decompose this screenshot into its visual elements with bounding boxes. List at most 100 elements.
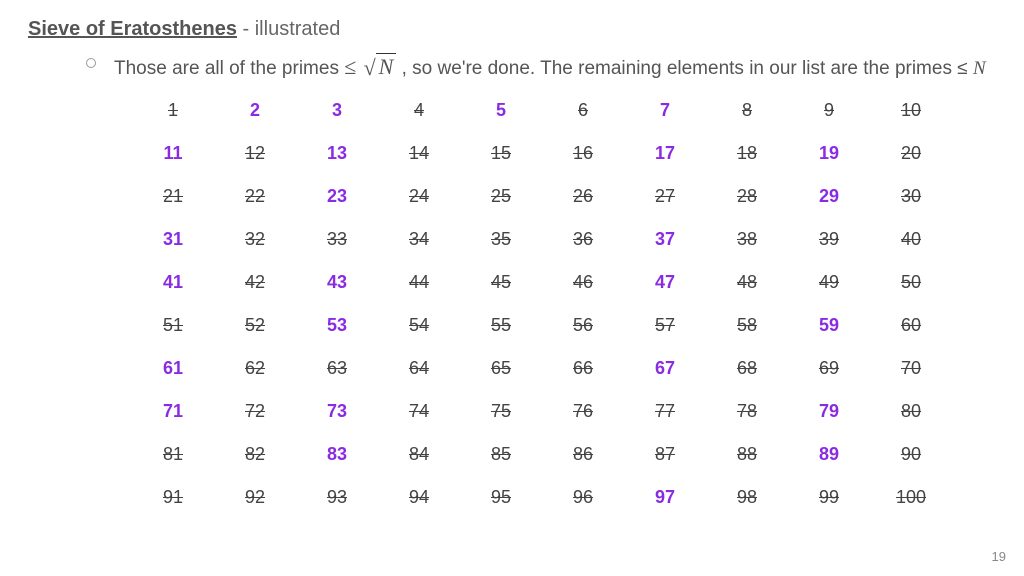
struck-cell: 69 [788, 347, 870, 390]
prime-cell: 37 [624, 218, 706, 261]
number-grid: 1234567891011121314151617181920212223242… [132, 89, 952, 519]
struck-cell: 51 [132, 304, 214, 347]
prime-cell: 23 [296, 175, 378, 218]
prime-cell: 61 [132, 347, 214, 390]
struck-cell: 38 [706, 218, 788, 261]
table-row: 31323334353637383940 [132, 218, 952, 261]
struck-cell: 10 [870, 89, 952, 132]
struck-cell: 16 [542, 132, 624, 175]
struck-cell: 54 [378, 304, 460, 347]
prime-cell: 43 [296, 261, 378, 304]
struck-cell: 28 [706, 175, 788, 218]
struck-cell: 8 [706, 89, 788, 132]
prime-cell: 5 [460, 89, 542, 132]
struck-cell: 14 [378, 132, 460, 175]
struck-cell: 88 [706, 433, 788, 476]
struck-cell: 40 [870, 218, 952, 261]
slide-title: Sieve of Eratosthenes - illustrated [28, 18, 996, 41]
struck-cell: 85 [460, 433, 542, 476]
sqrt-n: N [362, 51, 397, 83]
table-row: 51525354555657585960 [132, 304, 952, 347]
prime-cell: 89 [788, 433, 870, 476]
struck-cell: 56 [542, 304, 624, 347]
table-row: 71727374757677787980 [132, 390, 952, 433]
struck-cell: 33 [296, 218, 378, 261]
struck-cell: 91 [132, 476, 214, 519]
table-row: 61626364656667686970 [132, 347, 952, 390]
struck-cell: 46 [542, 261, 624, 304]
struck-cell: 80 [870, 390, 952, 433]
leq-symbol: ≤ [344, 54, 356, 79]
struck-cell: 86 [542, 433, 624, 476]
prime-cell: 79 [788, 390, 870, 433]
prime-cell: 59 [788, 304, 870, 347]
prime-cell: 7 [624, 89, 706, 132]
struck-cell: 64 [378, 347, 460, 390]
bullet-text: Those are all of the primes ≤ N , so we'… [114, 51, 986, 83]
struck-cell: 20 [870, 132, 952, 175]
prime-cell: 47 [624, 261, 706, 304]
struck-cell: 62 [214, 347, 296, 390]
struck-cell: 76 [542, 390, 624, 433]
struck-cell: 18 [706, 132, 788, 175]
struck-cell: 74 [378, 390, 460, 433]
prime-cell: 67 [624, 347, 706, 390]
struck-cell: 70 [870, 347, 952, 390]
struck-cell: 98 [706, 476, 788, 519]
struck-cell: 81 [132, 433, 214, 476]
table-row: 11121314151617181920 [132, 132, 952, 175]
struck-cell: 75 [460, 390, 542, 433]
struck-cell: 57 [624, 304, 706, 347]
struck-cell: 26 [542, 175, 624, 218]
struck-cell: 77 [624, 390, 706, 433]
prime-cell: 19 [788, 132, 870, 175]
prime-cell: 17 [624, 132, 706, 175]
struck-cell: 50 [870, 261, 952, 304]
struck-cell: 72 [214, 390, 296, 433]
struck-cell: 44 [378, 261, 460, 304]
struck-cell: 84 [378, 433, 460, 476]
struck-cell: 22 [214, 175, 296, 218]
number-grid-wrap: 1234567891011121314151617181920212223242… [132, 89, 996, 519]
struck-cell: 48 [706, 261, 788, 304]
prime-cell: 29 [788, 175, 870, 218]
page-number: 19 [992, 549, 1006, 564]
title-link: Sieve of Eratosthenes [28, 18, 237, 40]
struck-cell: 92 [214, 476, 296, 519]
struck-cell: 66 [542, 347, 624, 390]
struck-cell: 39 [788, 218, 870, 261]
prime-cell: 73 [296, 390, 378, 433]
bullet-item: Those are all of the primes ≤ N , so we'… [86, 51, 996, 83]
struck-cell: 90 [870, 433, 952, 476]
slide: Sieve of Eratosthenes - illustrated Thos… [0, 0, 1024, 576]
struck-cell: 99 [788, 476, 870, 519]
prime-cell: 11 [132, 132, 214, 175]
struck-cell: 34 [378, 218, 460, 261]
prime-cell: 53 [296, 304, 378, 347]
struck-cell: 68 [706, 347, 788, 390]
prime-cell: 97 [624, 476, 706, 519]
struck-cell: 94 [378, 476, 460, 519]
struck-cell: 96 [542, 476, 624, 519]
struck-cell: 1 [132, 89, 214, 132]
prime-cell: 2 [214, 89, 296, 132]
struck-cell: 35 [460, 218, 542, 261]
prime-cell: 3 [296, 89, 378, 132]
struck-cell: 45 [460, 261, 542, 304]
struck-cell: 65 [460, 347, 542, 390]
struck-cell: 58 [706, 304, 788, 347]
struck-cell: 52 [214, 304, 296, 347]
struck-cell: 12 [214, 132, 296, 175]
italic-n: N [973, 58, 986, 79]
table-row: 81828384858687888990 [132, 433, 952, 476]
struck-cell: 6 [542, 89, 624, 132]
bullet-pre: Those are all of the primes [114, 58, 344, 79]
struck-cell: 24 [378, 175, 460, 218]
struck-cell: 49 [788, 261, 870, 304]
prime-cell: 83 [296, 433, 378, 476]
struck-cell: 25 [460, 175, 542, 218]
struck-cell: 4 [378, 89, 460, 132]
struck-cell: 95 [460, 476, 542, 519]
struck-cell: 100 [870, 476, 952, 519]
struck-cell: 78 [706, 390, 788, 433]
